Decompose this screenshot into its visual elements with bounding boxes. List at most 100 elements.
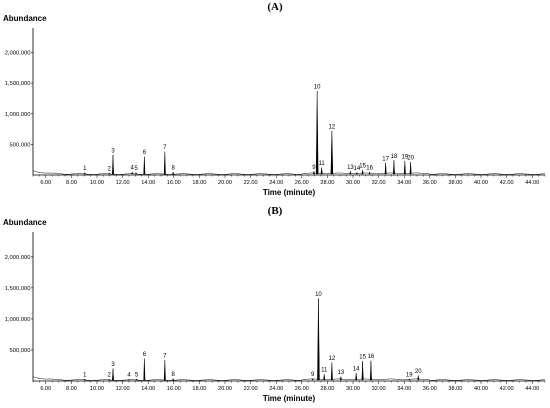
peak-10	[317, 298, 320, 381]
peak-label-5: 5	[134, 166, 138, 172]
peak-4	[128, 378, 130, 381]
peak-label-17: 17	[382, 156, 389, 162]
y-tick-label: 2,000,000	[5, 51, 31, 57]
peak-2	[108, 378, 111, 381]
peak-15	[361, 170, 364, 175]
x-tick-label: 26.00	[295, 180, 309, 186]
peak-label-14: 14	[353, 166, 360, 172]
peak-11	[323, 374, 326, 381]
peak-label-3: 3	[111, 362, 115, 368]
peak-label-6: 6	[143, 352, 147, 358]
peak-label-7: 7	[163, 145, 167, 151]
peak-2	[108, 172, 111, 175]
x-tick-label: 40.00	[474, 386, 488, 392]
x-tick-label: 30.00	[346, 180, 360, 186]
peak-label-12: 12	[329, 356, 336, 362]
panel-label: (B)	[268, 205, 283, 217]
peak-label-10: 10	[314, 85, 321, 91]
y-axis-label: Abundance	[3, 14, 47, 23]
peak-label-16: 16	[368, 354, 375, 360]
peak-label-4: 4	[127, 373, 131, 379]
peak-5	[135, 378, 138, 381]
peak-15	[361, 361, 364, 381]
peak-label-4: 4	[131, 165, 135, 171]
peak-16	[368, 171, 371, 175]
peak-6	[143, 156, 146, 175]
x-tick-label: 22.00	[244, 386, 258, 392]
x-tick-label: 42.00	[500, 180, 514, 186]
peak-12	[330, 362, 333, 381]
peak-6	[143, 358, 146, 381]
peak-17	[384, 162, 387, 175]
peak-12	[330, 130, 334, 175]
x-tick-label: 36.00	[423, 180, 437, 186]
x-tick-label: 10.00	[90, 180, 104, 186]
peak-label-9: 9	[312, 165, 316, 171]
x-tick-label: 12.00	[116, 180, 130, 186]
peak-16	[369, 360, 372, 381]
peak-label-2: 2	[107, 166, 111, 172]
x-tick-label: 38.00	[448, 386, 462, 392]
peak-label-5: 5	[135, 372, 139, 378]
peak-4	[131, 171, 134, 175]
peak-8	[172, 377, 175, 381]
peak-13	[339, 376, 342, 381]
peak-label-15: 15	[359, 164, 366, 170]
peak-label-11: 11	[319, 161, 326, 167]
x-tick-label: 8.00	[66, 180, 77, 186]
peak-label-7: 7	[163, 353, 167, 359]
peak-7	[163, 359, 166, 381]
x-tick-label: 14.00	[141, 386, 155, 392]
x-tick-label: 42.00	[500, 386, 514, 392]
chromatogram-panel-a: (A) Abundance 500,000 1,000,000 1,500,000 2,0…	[3, 1, 546, 197]
x-tick-label: 28.00	[320, 180, 334, 186]
peak-20	[409, 162, 412, 175]
peak-label-9: 9	[311, 372, 315, 378]
y-tick-label: 1,000,000	[5, 317, 31, 323]
x-tick-label: 34.00	[397, 180, 411, 186]
peak-label-1: 1	[83, 372, 87, 378]
peak-label-18: 18	[391, 154, 398, 160]
chromatogram-panel-b: (B) Abundance 500,000 1,000,000 1,500,000 2,0…	[3, 205, 546, 403]
x-tick-label: 36.00	[423, 386, 437, 392]
peak-1	[83, 378, 86, 381]
x-tick-label: 44.00	[525, 180, 539, 186]
y-tick-label: 500,000	[10, 348, 31, 354]
x-axis-label: Time (minute)	[263, 188, 316, 197]
x-tick-label: 44.00	[525, 386, 539, 392]
x-tick-label: 10.00	[90, 386, 104, 392]
peak-19	[403, 160, 406, 175]
peak-1	[83, 171, 86, 175]
y-tick-label: 2,000,000	[5, 255, 31, 261]
x-tick-label: 22.00	[244, 180, 258, 186]
peak-label-19: 19	[406, 373, 413, 379]
y-axis-label: Abundance	[3, 218, 47, 227]
y-tick-label: 1,500,000	[5, 81, 31, 87]
peak-20	[417, 375, 420, 381]
x-tick-label: 30.00	[346, 386, 360, 392]
y-tick-label: 1,000,000	[5, 112, 31, 118]
peak-label-20: 20	[415, 369, 422, 375]
peak-9	[313, 171, 315, 175]
peak-label-13: 13	[347, 165, 354, 171]
peak-label-8: 8	[171, 372, 175, 378]
x-tick-label: 32.00	[372, 386, 386, 392]
peak-11	[320, 167, 323, 175]
x-tick-label: 28.00	[320, 386, 334, 392]
peak-5	[135, 171, 137, 175]
peak-3	[112, 154, 114, 175]
peak-label-13: 13	[337, 370, 344, 376]
peak-8	[172, 171, 175, 175]
peak-label-2: 2	[107, 373, 111, 379]
peak-label-10: 10	[315, 292, 322, 298]
x-tick-label: 24.00	[269, 386, 283, 392]
peak-label-20: 20	[407, 156, 414, 162]
peak-label-8: 8	[171, 166, 175, 172]
peak-label-11: 11	[321, 368, 328, 374]
peak-10	[315, 91, 319, 175]
panel-label: (A)	[267, 1, 283, 13]
peak-14	[355, 372, 358, 381]
chromatogram-baseline	[32, 376, 546, 381]
peak-label-14: 14	[353, 366, 360, 372]
